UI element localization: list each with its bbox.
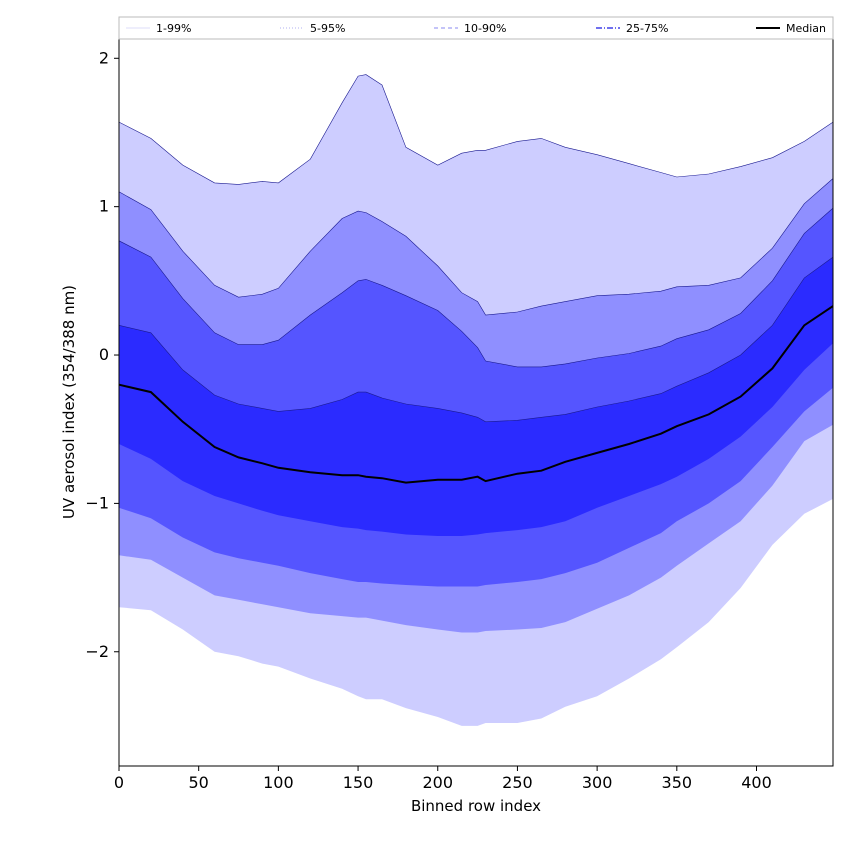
- x-axis-ticks: 0 50 100 150 200 250 300 350 400: [114, 766, 772, 792]
- legend-label: 5-95%: [310, 22, 345, 35]
- y-axis-label: UV aerosol index (354/388 nm): [60, 285, 78, 519]
- y-tick-label: 0: [99, 345, 109, 364]
- y-axis-ticks: −2 −1 0 1 2: [85, 48, 119, 661]
- y-tick-label: 2: [99, 48, 109, 67]
- x-tick-label: 200: [422, 773, 453, 792]
- percentile-bands: [118, 74, 834, 726]
- x-tick-label: 300: [582, 773, 613, 792]
- median-line: [118, 305, 834, 484]
- x-tick-label: 50: [189, 773, 209, 792]
- x-tick-label: 250: [502, 773, 533, 792]
- band-upper-edge: [118, 74, 834, 185]
- y-tick-label: −1: [85, 493, 109, 512]
- band-upper-edge: [118, 256, 834, 423]
- x-tick-label: 150: [343, 773, 374, 792]
- y-tick-label: −2: [85, 642, 109, 661]
- band-25-75: [119, 257, 833, 536]
- band-upper-edge: [118, 207, 834, 368]
- y-tick-label: 1: [99, 197, 109, 216]
- legend-label: 10-90%: [464, 22, 506, 35]
- legend-label: 1-99%: [156, 22, 191, 35]
- band-upper-edge: [118, 178, 834, 316]
- legend[interactable]: 1-99% 5-95% 10-90% 25-75% Median: [118, 16, 834, 40]
- x-tick-label: 0: [114, 773, 124, 792]
- legend-label: 25-75%: [626, 22, 668, 35]
- x-tick-label: 350: [662, 773, 693, 792]
- x-tick-label: 100: [263, 773, 294, 792]
- x-tick-label: 400: [741, 773, 772, 792]
- legend-label: Median: [786, 22, 826, 35]
- legend-box: [118, 16, 834, 40]
- median-line-group: [118, 305, 834, 484]
- x-axis-label: Binned row index: [411, 797, 541, 815]
